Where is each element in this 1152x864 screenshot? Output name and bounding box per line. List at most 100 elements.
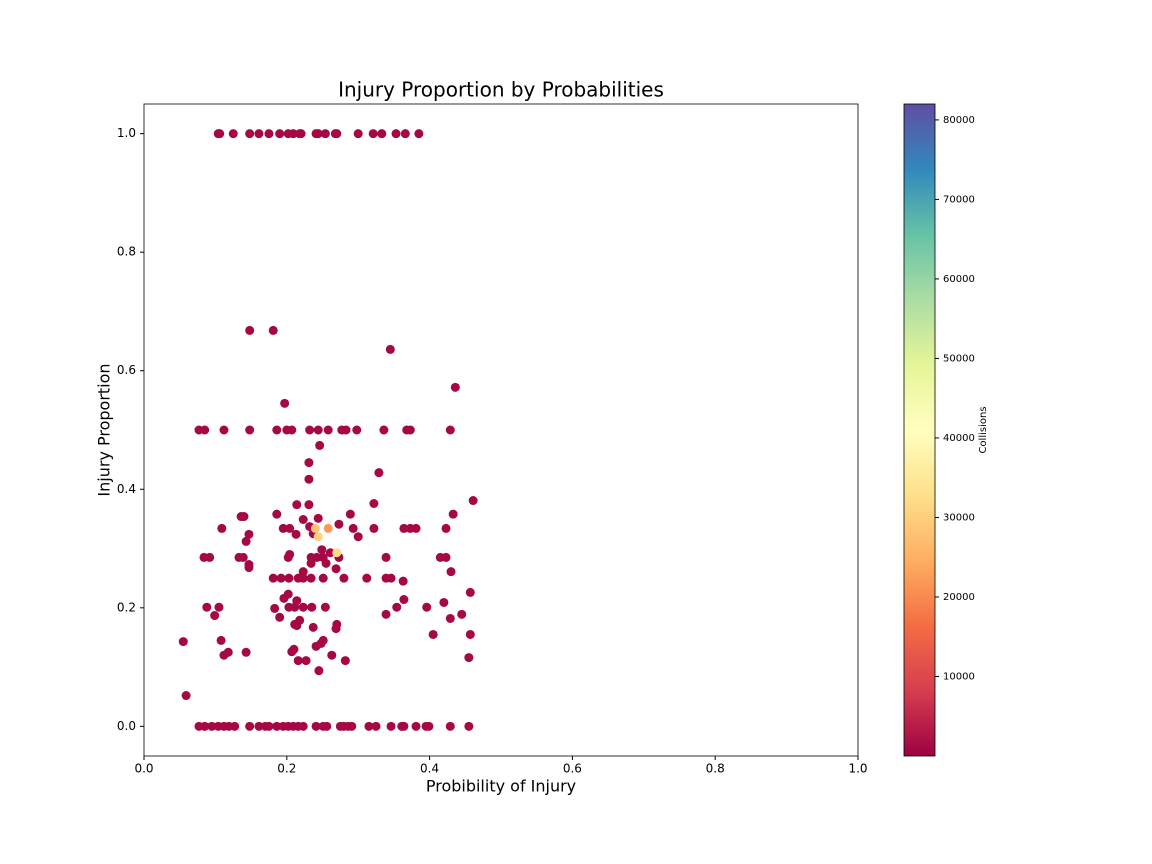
x-tick-label: 0.6 <box>563 762 582 776</box>
point <box>298 602 308 612</box>
point <box>241 536 251 546</box>
point <box>321 558 331 568</box>
point <box>214 602 224 612</box>
point <box>315 440 325 450</box>
point <box>386 573 396 583</box>
point <box>304 500 314 510</box>
point <box>200 721 210 731</box>
point <box>340 656 350 666</box>
point <box>275 129 285 139</box>
point <box>379 425 389 435</box>
point <box>385 344 395 354</box>
point <box>428 629 438 639</box>
point <box>352 425 362 435</box>
point <box>181 691 191 701</box>
point <box>245 129 255 139</box>
point <box>392 602 402 612</box>
point <box>353 129 363 139</box>
point <box>264 129 274 139</box>
point <box>268 573 278 583</box>
colorbar-tick-label: 60000 <box>943 274 975 285</box>
point <box>381 552 391 562</box>
point <box>445 613 455 623</box>
point <box>207 721 217 731</box>
point <box>290 602 300 612</box>
point <box>254 129 264 139</box>
point <box>238 552 248 562</box>
point <box>371 721 381 731</box>
point <box>348 523 358 533</box>
point <box>398 576 408 586</box>
point <box>298 567 308 577</box>
point <box>290 619 300 629</box>
point <box>386 721 396 731</box>
point <box>313 425 323 435</box>
point <box>270 603 280 613</box>
x-axis-label: Probibility of Injury <box>426 777 576 796</box>
point <box>411 721 421 731</box>
point <box>202 602 212 612</box>
x-tick-label: 0.4 <box>420 762 439 776</box>
y-tick-label: 0.4 <box>117 482 136 496</box>
point <box>345 509 355 519</box>
y-tick-label: 1.0 <box>117 126 136 140</box>
point <box>215 129 225 139</box>
point <box>219 650 229 660</box>
chart-title: Injury Proportion by Probabilities <box>338 78 664 102</box>
point <box>332 129 342 139</box>
point <box>424 721 434 731</box>
point <box>279 593 289 603</box>
point <box>311 641 321 651</box>
plot-frame <box>143 103 859 757</box>
point <box>323 523 333 533</box>
point <box>369 498 379 508</box>
point <box>310 523 320 533</box>
point <box>292 500 302 510</box>
point <box>284 573 294 583</box>
point <box>304 474 314 484</box>
point <box>245 425 255 435</box>
point <box>411 523 421 533</box>
point <box>313 513 323 523</box>
point <box>245 325 255 335</box>
point <box>457 609 467 619</box>
point <box>278 523 288 533</box>
point <box>368 129 378 139</box>
point <box>323 425 333 435</box>
point <box>230 721 240 731</box>
colorbar-tick-label: 20000 <box>943 592 975 603</box>
point <box>377 129 387 139</box>
point <box>320 602 330 612</box>
point <box>414 129 424 139</box>
point <box>287 425 297 435</box>
colorbar-tick-label: 30000 <box>943 512 975 523</box>
colorbar-tick-label: 10000 <box>943 671 975 682</box>
point <box>285 549 295 559</box>
point <box>362 573 372 583</box>
y-tick-label: 0.0 <box>117 719 136 733</box>
point <box>314 666 324 676</box>
point <box>450 382 460 392</box>
point <box>245 721 255 731</box>
point <box>446 567 456 577</box>
point <box>272 425 282 435</box>
point <box>276 573 286 583</box>
point <box>364 721 374 731</box>
point <box>272 721 282 731</box>
x-tick-label: 1.0 <box>848 762 867 776</box>
point <box>339 573 349 583</box>
point <box>468 496 478 506</box>
point <box>439 597 449 607</box>
point <box>219 425 229 435</box>
point <box>287 647 297 657</box>
point <box>305 425 315 435</box>
colorbar-tick-label: 80000 <box>943 115 975 126</box>
colorbar-tick-label: 40000 <box>943 433 975 444</box>
point <box>374 468 384 478</box>
point <box>280 398 290 408</box>
point <box>320 129 330 139</box>
point <box>464 721 474 731</box>
point <box>331 564 341 574</box>
point <box>465 629 475 639</box>
